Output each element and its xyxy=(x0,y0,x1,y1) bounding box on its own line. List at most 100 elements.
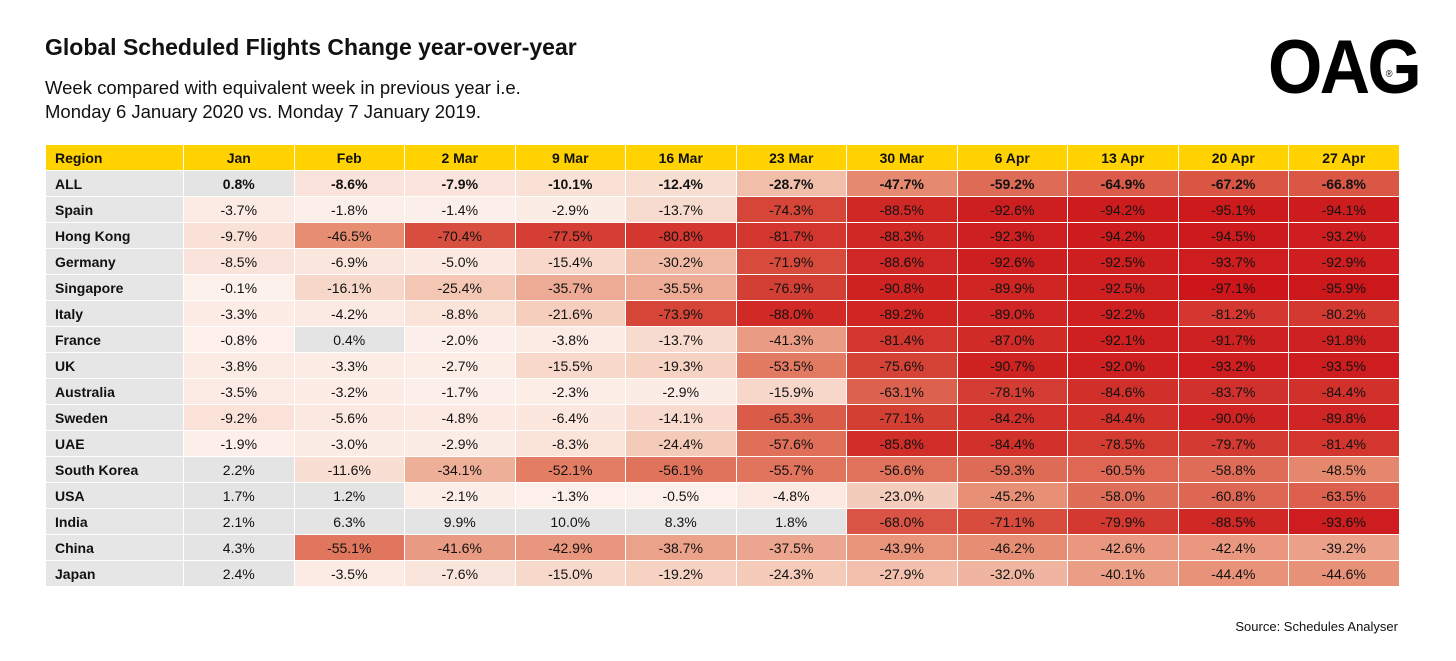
heatmap-cell: -81.4% xyxy=(846,326,958,353)
heatmap-cell: -16.1% xyxy=(293,274,405,301)
heatmap-cell: -97.1% xyxy=(1177,274,1289,301)
heatmap-cell: -93.6% xyxy=(1288,508,1400,535)
heatmap-cell: -2.9% xyxy=(625,378,737,405)
table-row: Hong Kong -9.7% -46.5% -70.4% -77.5% -80.8% -8… xyxy=(45,222,1400,249)
heatmap-cell: -5.6% xyxy=(293,404,405,431)
heatmap-cell: -30.2% xyxy=(625,248,737,275)
heatmap-cell: -94.5% xyxy=(1177,222,1289,249)
heatmap-cell: -84.6% xyxy=(1067,378,1179,405)
heatmap-cell: -0.8% xyxy=(183,326,295,353)
heatmap-cell: -3.3% xyxy=(183,300,295,327)
table-row: Germany -8.5% -6.9% -5.0% -15.4% -30.2% -71.9%… xyxy=(45,248,1400,275)
heatmap-cell: -58.0% xyxy=(1067,482,1179,509)
heatmap-cell: -8.3% xyxy=(514,430,626,457)
heatmap-cell: -57.6% xyxy=(735,430,847,457)
table-row: India 2.1% 6.3% 9.9% 10.0% 8.3% 1.8% -68.0% -71.… xyxy=(45,508,1400,535)
heatmap-cell: -2.7% xyxy=(404,352,516,379)
heatmap-cell: -68.0% xyxy=(846,508,958,535)
column-header: 16 Mar xyxy=(625,144,737,171)
heatmap-cell: -60.5% xyxy=(1067,456,1179,483)
region-label: ALL xyxy=(45,170,184,197)
table-row: Italy -3.3% -4.2% -8.8% -21.6% -73.9% -88.0% -8… xyxy=(45,300,1400,327)
heatmap-cell: -78.5% xyxy=(1067,430,1179,457)
heatmap-cell: -3.5% xyxy=(293,560,405,587)
heatmap-cell: -53.5% xyxy=(735,352,847,379)
region-label: UAE xyxy=(45,430,184,457)
heatmap-cell: -15.0% xyxy=(514,560,626,587)
heatmap-cell: -46.5% xyxy=(293,222,405,249)
heatmap-cell: -8.6% xyxy=(293,170,405,197)
heatmap-cell: -91.8% xyxy=(1288,326,1400,353)
source-note: Source: Schedules Analyser xyxy=(1235,619,1398,634)
heatmap-cell: -60.8% xyxy=(1177,482,1289,509)
heatmap-cell: -13.7% xyxy=(625,326,737,353)
heatmap-cell: -12.4% xyxy=(625,170,737,197)
heatmap-cell: 2.1% xyxy=(183,508,295,535)
heatmap-cell: -70.4% xyxy=(404,222,516,249)
heatmap-cell: -2.9% xyxy=(514,196,626,223)
heatmap-cell: -3.5% xyxy=(183,378,295,405)
heatmap-cell: -66.8% xyxy=(1288,170,1400,197)
heatmap-cell: -1.4% xyxy=(404,196,516,223)
region-label: Japan xyxy=(45,560,184,587)
column-header: 30 Mar xyxy=(846,144,958,171)
chart-title: Global Scheduled Flights Change year-ove… xyxy=(45,34,577,60)
heatmap-cell: -94.2% xyxy=(1067,222,1179,249)
heatmap-cell: -39.2% xyxy=(1288,534,1400,561)
heatmap-cell: -89.8% xyxy=(1288,404,1400,431)
heatmap-cell: -3.8% xyxy=(514,326,626,353)
heatmap-cell: 1.2% xyxy=(293,482,405,509)
heatmap-cell: -41.6% xyxy=(404,534,516,561)
table-row: South Korea 2.2% -11.6% -34.1% -52.1% -56.1% -… xyxy=(45,456,1400,483)
heatmap-cell: -19.3% xyxy=(625,352,737,379)
heatmap-cell: -84.4% xyxy=(1067,404,1179,431)
table-row: Australia -3.5% -3.2% -1.7% -2.3% -2.9% -15.9%… xyxy=(45,378,1400,405)
heatmap-cell: -0.1% xyxy=(183,274,295,301)
heatmap-cell: -3.2% xyxy=(293,378,405,405)
column-header: 20 Apr xyxy=(1177,144,1289,171)
heatmap-cell: -1.8% xyxy=(293,196,405,223)
column-header: 6 Apr xyxy=(956,144,1068,171)
table-row: Spain -3.7% -1.8% -1.4% -2.9% -13.7% -74.3% -88… xyxy=(45,196,1400,223)
heatmap-cell: -91.7% xyxy=(1177,326,1289,353)
heatmap-cell: -81.2% xyxy=(1177,300,1289,327)
heatmap-cell: -23.0% xyxy=(846,482,958,509)
heatmap-cell: -4.2% xyxy=(293,300,405,327)
heatmap-cell: -5.0% xyxy=(404,248,516,275)
heatmap-cell: -3.0% xyxy=(293,430,405,457)
heatmap-cell: -95.1% xyxy=(1177,196,1289,223)
heatmap-cell: -79.7% xyxy=(1177,430,1289,457)
heatmap-cell: -15.5% xyxy=(514,352,626,379)
column-header: 9 Mar xyxy=(514,144,626,171)
region-label: Sweden xyxy=(45,404,184,431)
heatmap-cell: -8.8% xyxy=(404,300,516,327)
column-header: Jan xyxy=(183,144,295,171)
heatmap-cell: -80.8% xyxy=(625,222,737,249)
heatmap-cell: 2.4% xyxy=(183,560,295,587)
heatmap-cell: -65.3% xyxy=(735,404,847,431)
heatmap-cell: -74.3% xyxy=(735,196,847,223)
heatmap-cell: -78.1% xyxy=(956,378,1068,405)
heatmap-cell: -89.2% xyxy=(846,300,958,327)
heatmap-cell: -42.4% xyxy=(1177,534,1289,561)
heatmap-cell: -25.4% xyxy=(404,274,516,301)
heatmap-cell: -77.5% xyxy=(514,222,626,249)
heatmap-cell: -28.7% xyxy=(735,170,847,197)
column-header: 27 Apr xyxy=(1288,144,1400,171)
heatmap-cell: -2.0% xyxy=(404,326,516,353)
table-row: ALL 0.8% -8.6% -7.9% -10.1% -12.4% -28.7% -47.7… xyxy=(45,170,1400,197)
heatmap-cell: -35.7% xyxy=(514,274,626,301)
heatmap-cell: -90.8% xyxy=(846,274,958,301)
heatmap-cell: -2.1% xyxy=(404,482,516,509)
heatmap-cell: -92.6% xyxy=(956,248,1068,275)
table-body: ALL 0.8% -8.6% -7.9% -10.1% -12.4% -28.7% -47.7… xyxy=(45,170,1400,587)
heatmap-cell: -3.8% xyxy=(183,352,295,379)
heatmap-cell: -19.2% xyxy=(625,560,737,587)
region-label: South Korea xyxy=(45,456,184,483)
heatmap-cell: 9.9% xyxy=(404,508,516,535)
oag-logo: OAG ® xyxy=(1268,28,1422,108)
heatmap-cell: -88.0% xyxy=(735,300,847,327)
heatmap-cell: 0.8% xyxy=(183,170,295,197)
heatmap-cell: -38.7% xyxy=(625,534,737,561)
heatmap-cell: -84.2% xyxy=(956,404,1068,431)
